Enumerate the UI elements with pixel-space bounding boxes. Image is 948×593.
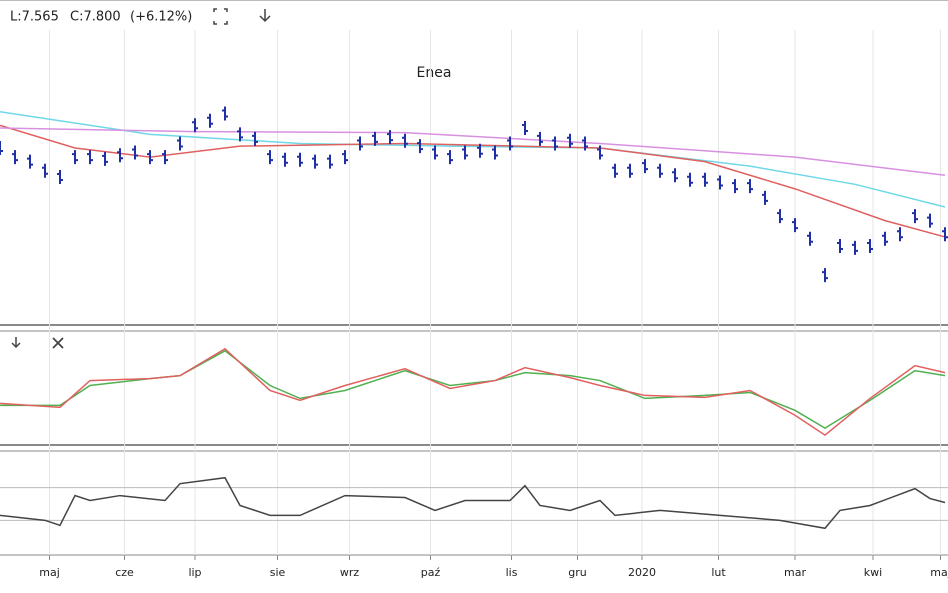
price-bar: [867, 239, 873, 254]
price-bar: [597, 145, 603, 160]
price-bar: [687, 172, 693, 187]
down-icon[interactable]: [11, 337, 21, 349]
close-icon[interactable]: [52, 337, 64, 349]
x-tick-label: maj: [930, 566, 948, 579]
price-bar: [117, 148, 123, 163]
x-tick-label: maj: [39, 566, 60, 579]
change-label: (+6.12%): [130, 10, 192, 25]
series-line: [0, 124, 946, 238]
price-bar: [372, 131, 378, 146]
price-bar: [927, 213, 933, 228]
price-bar: [57, 170, 63, 185]
price-bar: [147, 150, 153, 165]
price-bar: [162, 150, 168, 165]
price-bar: [627, 163, 633, 178]
download-icon[interactable]: [259, 9, 271, 23]
x-tick-label: gru: [568, 566, 586, 579]
price-bar: [822, 268, 828, 283]
price-bar: [792, 218, 798, 233]
price-bar: [72, 150, 78, 165]
price-bar: [87, 150, 93, 165]
price-bar: [177, 136, 183, 151]
price-bar: [642, 159, 648, 174]
price-bar: [297, 152, 303, 167]
series-line: [0, 110, 946, 208]
price-bar: [417, 139, 423, 154]
price-bar: [192, 118, 198, 133]
price-bar: [312, 154, 318, 169]
price-bar: [882, 231, 888, 246]
series-line: [0, 127, 946, 176]
price-bar: [492, 145, 498, 160]
chart-title: Enea: [417, 65, 452, 81]
price-bar: [357, 136, 363, 151]
price-bar: [402, 133, 408, 148]
price-bar: [0, 141, 3, 155]
price-bar: [327, 154, 333, 169]
price-bar: [102, 151, 108, 166]
x-tick-label: kwi: [864, 566, 882, 579]
series-line: [0, 347, 946, 437]
price-bar: [852, 240, 858, 255]
price-bar: [912, 209, 918, 224]
price-bar: [27, 154, 33, 169]
price-bar: [477, 143, 483, 158]
price-bar: [237, 127, 243, 142]
x-tick-label: lis: [506, 566, 518, 579]
close-label: C:7.800: [70, 10, 121, 25]
price-bar: [552, 136, 558, 151]
price-bar: [582, 136, 588, 151]
price-bar: [447, 150, 453, 165]
price-bar: [612, 163, 618, 178]
x-tick-label: paź: [421, 566, 441, 579]
price-bar: [222, 106, 228, 121]
price-bar: [432, 145, 438, 160]
price-bar: [522, 121, 528, 136]
price-bar: [507, 136, 513, 151]
price-bar: [732, 179, 738, 194]
price-bar: [537, 131, 543, 146]
price-bar: [267, 150, 273, 165]
low-label: L:7.565: [10, 10, 59, 25]
price-bar: [387, 130, 393, 145]
price-bar: [777, 209, 783, 224]
price-bar: [342, 150, 348, 165]
price-bar: [567, 133, 573, 148]
price-bar: [702, 172, 708, 187]
price-bar: [747, 179, 753, 194]
price-bar: [717, 175, 723, 190]
x-tick-label: wrz: [340, 566, 360, 579]
x-tick-label: mar: [784, 566, 806, 579]
x-tick-label: lip: [188, 566, 201, 579]
price-bar: [42, 163, 48, 178]
x-tick-label: sie: [270, 566, 286, 579]
price-bar: [132, 145, 138, 160]
price-bar: [207, 113, 213, 128]
price-bar: [12, 150, 18, 165]
series-line: [0, 476, 946, 530]
price-bar: [657, 163, 663, 178]
price-bar: [762, 190, 768, 205]
price-bar: [252, 131, 258, 146]
price-bar: [672, 168, 678, 183]
price-bar: [897, 227, 903, 242]
price-bar: [807, 231, 813, 246]
x-tick-label: cze: [115, 566, 134, 579]
price-bar: [282, 152, 288, 167]
x-tick-label: 2020: [628, 566, 656, 579]
x-tick-label: lut: [711, 566, 726, 579]
price-bar: [837, 239, 843, 254]
expand-icon[interactable]: [213, 8, 228, 25]
price-bar: [462, 145, 468, 160]
